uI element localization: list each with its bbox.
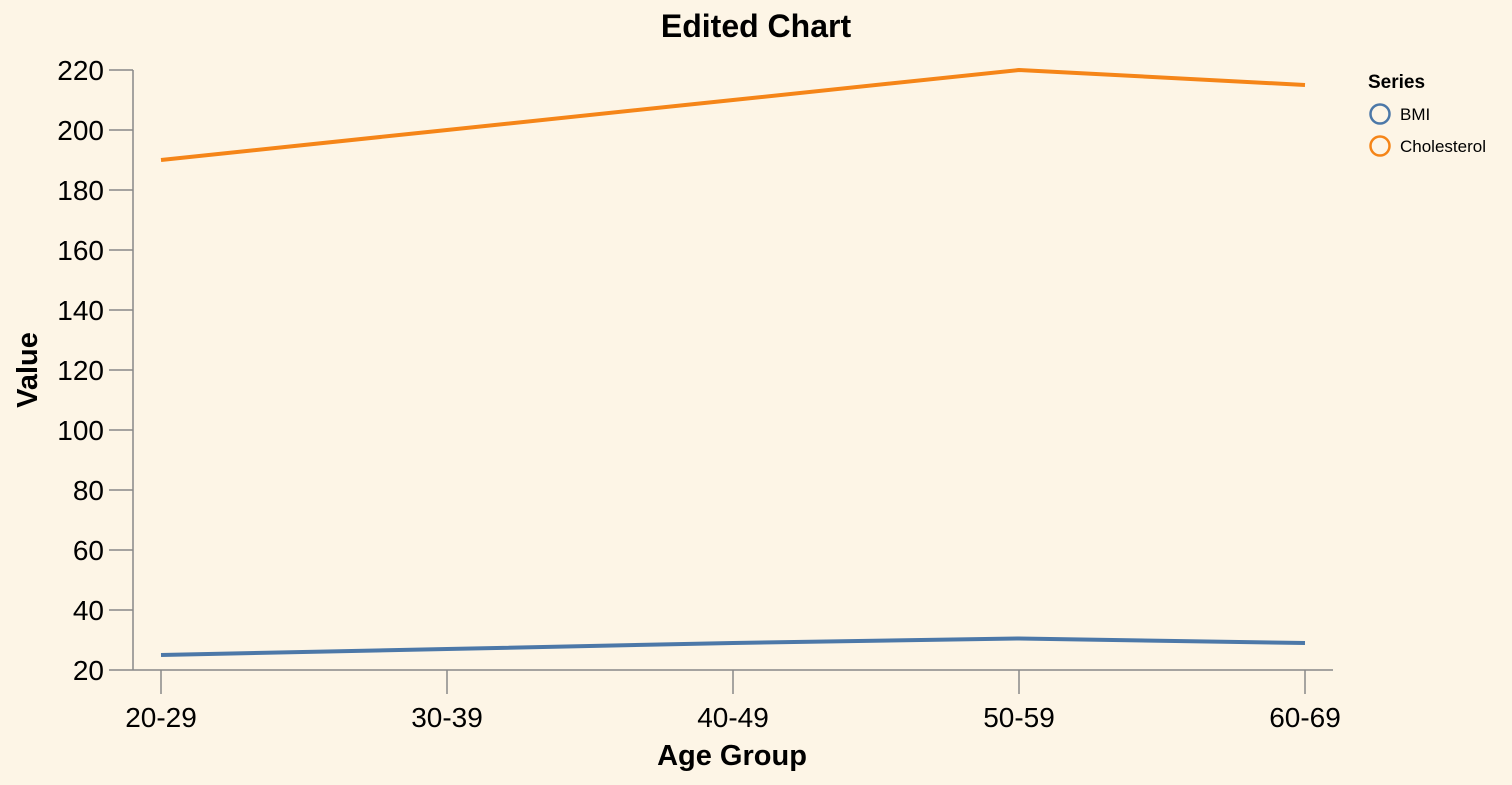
x-tick-label: 20-29 (125, 702, 197, 733)
x-axis: 20-29 30-39 40-49 50-59 60-69 (125, 669, 1341, 733)
chart-title: Edited Chart (661, 8, 852, 44)
x-tick-label: 60-69 (1269, 702, 1341, 733)
y-tick-label: 160 (57, 235, 104, 266)
y-tick-label: 220 (57, 55, 104, 86)
y-tick-label: 120 (57, 355, 104, 386)
legend: Series BMI Cholesterol (1368, 72, 1486, 157)
y-tick-label: 200 (57, 115, 104, 146)
y-axis-title: Value (12, 332, 44, 408)
x-tick-label: 50-59 (983, 702, 1055, 733)
series-line-cholesterol (160, 68, 1306, 162)
legend-item-bmi: BMI (1369, 103, 1430, 125)
legend-item-cholesterol: Cholesterol (1369, 135, 1486, 157)
legend-label: BMI (1400, 105, 1430, 124)
series-layer (160, 68, 1306, 657)
y-tick-label: 80 (73, 475, 104, 506)
y-tick-label: 60 (73, 535, 104, 566)
legend-symbol (1369, 135, 1391, 157)
legend-title: Series (1368, 72, 1425, 93)
y-tick-label: 140 (57, 295, 104, 326)
x-tick-label: 40-49 (697, 702, 769, 733)
legend-label: Cholesterol (1400, 137, 1486, 156)
y-tick-label: 180 (57, 175, 104, 206)
y-tick-label: 100 (57, 415, 104, 446)
series-line-bmi (160, 636, 1306, 657)
y-tick-label: 40 (73, 595, 104, 626)
x-axis-title: Age Group (657, 740, 807, 772)
y-axis: 20 40 60 80 100 120 140 160 180 200 220 (57, 55, 134, 686)
y-tick-label: 20 (73, 655, 104, 686)
legend-symbol (1369, 103, 1391, 125)
x-tick-label: 30-39 (411, 702, 483, 733)
